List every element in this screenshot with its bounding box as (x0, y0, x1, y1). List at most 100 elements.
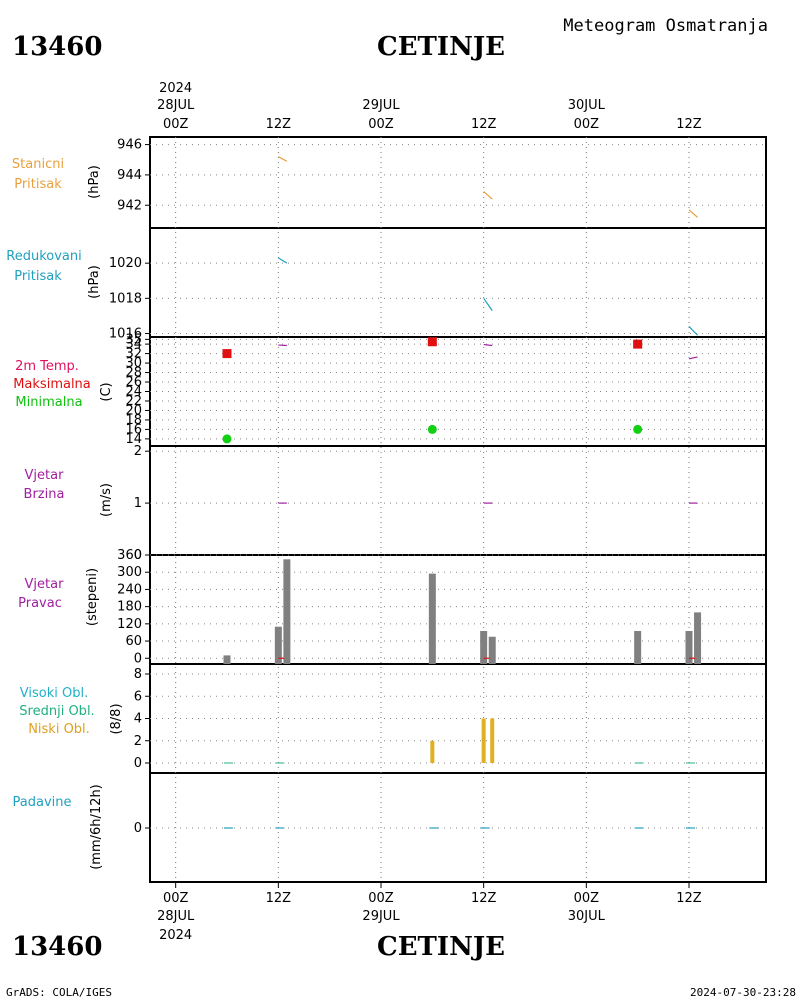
pravac-ytick-label: 60 (125, 634, 142, 649)
stanicni-segment (483, 191, 493, 200)
label-redukovani-2: Pritisak (14, 269, 62, 284)
temp-ytick-label: 20 (125, 403, 142, 418)
label-brzina-2: Brzina (24, 487, 65, 502)
panel-label-stanicni: Stanicni Pritisak (hPa) (12, 157, 102, 199)
year-label-bottom: 2024 (159, 928, 192, 943)
temp-max-marker (633, 339, 643, 349)
label-stanicni-1: Stanicni (12, 157, 64, 172)
panel-padavine: 0 (134, 821, 766, 836)
year-label-top: 2024 (159, 81, 192, 96)
oblaci-ytick-label: 8 (134, 667, 142, 682)
pravac-bar (488, 636, 496, 664)
label-pravac-1: Vjetar (25, 577, 65, 592)
padavine-ytick-label: 0 (134, 821, 142, 836)
time-axis-bottom: 2024 00Z 28JUL 12Z 00Z 29JUL 12Z 00Z 30JUL 12Z (157, 891, 702, 943)
time-hour-bottom: 12Z (266, 891, 292, 906)
panel-label-padavine: Padavine (mm/6h/12h) (13, 784, 104, 870)
panels: 9429449461016101810201416182022242628303… (109, 137, 766, 888)
time-date-bottom: 28JUL (157, 909, 195, 924)
time-hour-top: 00Z (368, 117, 394, 132)
temp-ytick-label: 32 (125, 347, 142, 362)
brzina-ytick-label: 2 (134, 444, 142, 459)
time-hour-top: 12Z (676, 117, 702, 132)
panel-label-redukovani: Redukovani Pritisak (hPa) (6, 249, 102, 299)
product-title: Meteogram Osmatranja (563, 16, 768, 36)
redukovani-segment (278, 257, 288, 264)
time-date-top: 28JUL (157, 98, 195, 113)
plot-frame (149, 136, 767, 883)
time-date-top: 30JUL (568, 98, 606, 113)
unit-padavine: (mm/6h/12h) (89, 784, 104, 870)
pravac-ytick-label: 360 (117, 548, 142, 563)
time-date-top: 29JUL (362, 98, 400, 113)
panel-brzina: 0 1 2 (134, 444, 766, 563)
label-brzina-1: Vjetar (25, 468, 65, 483)
time-hour-top: 00Z (163, 117, 189, 132)
temp-ytick-label: 30 (125, 356, 142, 371)
footer-timestamp: 2024-07-30-23:28 (690, 986, 796, 999)
panel-label-brzina: Vjetar Brzina (m/s) (24, 468, 114, 517)
oblaci-low-bar (490, 718, 495, 763)
pravac-bar (694, 612, 702, 664)
time-date-bottom: 29JUL (362, 909, 400, 924)
temp-max-marker (222, 349, 232, 359)
label-oblaci-1: Visoki Obl. (20, 686, 88, 701)
label-oblaci-3: Niski Obl. (28, 722, 90, 737)
panel-oblaci: 0 2 4 6 8 (134, 667, 766, 771)
oblaci-low-bar (430, 740, 435, 763)
oblaci-ytick-label: 4 (134, 712, 142, 727)
pravac-bar (428, 573, 436, 664)
temp-segment (483, 343, 493, 347)
label-oblaci-2: Srednji Obl. (19, 704, 94, 719)
stanicni-ytick-label: 946 (117, 138, 142, 153)
oblaci-low-bar (481, 718, 486, 763)
pravac-bar (283, 559, 291, 664)
redukovani-ytick-label: 1018 (109, 291, 142, 306)
label-temp-3: Minimalna (15, 395, 82, 410)
time-hour-top: 00Z (574, 117, 600, 132)
pravac-ytick-label: 120 (117, 617, 142, 632)
brzina-ytick-label: 0 (134, 548, 142, 563)
pravac-bar (223, 655, 231, 664)
time-hour-bottom: 00Z (368, 891, 394, 906)
panel-pravac: 0 60 120 180 240 300 360 (117, 548, 766, 666)
pravac-ytick-label: 180 (117, 600, 142, 615)
unit-oblaci: (8/8) (109, 703, 124, 734)
temp-max-marker (427, 337, 437, 347)
temp-ytick-label: 35 (125, 332, 142, 347)
panel-redukovani: 1016 1018 1020 (109, 256, 766, 341)
redukovani-ytick-label: 1016 (109, 326, 142, 341)
temp-ytick-label: 16 (125, 422, 142, 437)
label-padavine-1: Padavine (13, 795, 72, 810)
temp-ytick-label: 22 (125, 394, 142, 409)
stanicni-ytick-label: 944 (117, 168, 142, 183)
stanicni-segment (688, 209, 698, 218)
unit-stanicni: (hPa) (87, 165, 102, 199)
unit-temp: (C) (99, 382, 114, 401)
label-temp-1: 2m Temp. (15, 359, 79, 374)
label-temp-2: Maksimalna (13, 377, 91, 392)
panel-label-oblaci: Visoki Obl. Srednji Obl. Niski Obl. (8/8… (19, 686, 124, 737)
temp-min-marker (427, 424, 437, 434)
unit-redukovani: (hPa) (87, 265, 102, 299)
panel-stanicni: 942 944 946 (117, 138, 766, 218)
time-date-bottom: 30JUL (568, 909, 606, 924)
pravac-bar (274, 626, 282, 664)
pravac-bar (480, 631, 488, 664)
brzina-ytick-label: 1 (134, 496, 142, 511)
label-stanicni-2: Pritisak (14, 177, 62, 192)
footer-credit: GrADS: COLA/IGES (6, 986, 112, 999)
temp-ytick-label: 24 (125, 385, 142, 400)
redukovani-segment (688, 326, 698, 336)
temp-min-marker (222, 434, 232, 444)
unit-pravac: (stepeni) (85, 568, 100, 626)
time-axis-top: 2024 00Z 28JUL 12Z 00Z 29JUL 12Z 00Z 30JUL 12Z (157, 81, 702, 132)
station-name-bottom: CETINJE (377, 932, 505, 962)
time-hour-bottom: 12Z (676, 891, 702, 906)
temp-ytick-label: 28 (125, 366, 142, 381)
temp-min-marker (633, 424, 643, 434)
station-id-top: 13460 (12, 32, 102, 62)
temp-ytick-label: 34 (125, 337, 142, 352)
label-pravac-2: Pravac (18, 596, 62, 611)
